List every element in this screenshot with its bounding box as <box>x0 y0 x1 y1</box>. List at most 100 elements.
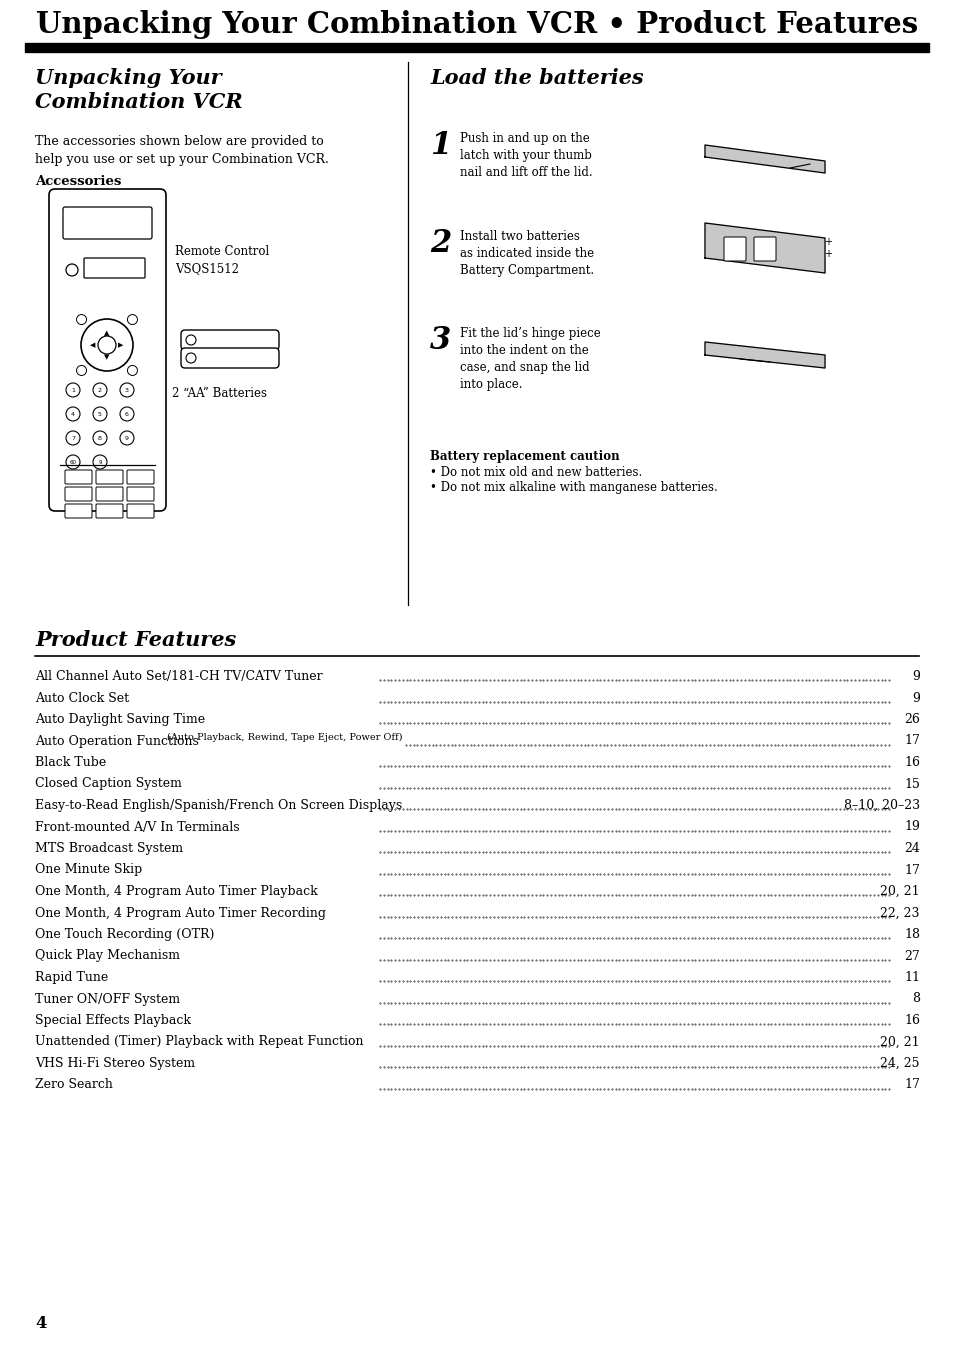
Text: Push in and up on the
latch with your thumb
nail and lift off the lid.: Push in and up on the latch with your th… <box>459 132 592 179</box>
Text: 1: 1 <box>430 130 451 161</box>
Text: One Month, 4 Program Auto Timer Recording: One Month, 4 Program Auto Timer Recordin… <box>35 907 326 919</box>
Text: One Touch Recording (OTR): One Touch Recording (OTR) <box>35 928 214 941</box>
Text: (Auto Playback, Rewind, Tape Eject, Power Off): (Auto Playback, Rewind, Tape Eject, Powe… <box>167 732 402 742</box>
Circle shape <box>120 407 133 420</box>
FancyBboxPatch shape <box>127 487 153 500</box>
Text: Load the batteries: Load the batteries <box>430 68 643 88</box>
FancyBboxPatch shape <box>84 258 145 278</box>
Text: Auto Daylight Saving Time: Auto Daylight Saving Time <box>35 713 205 725</box>
Text: 6: 6 <box>125 411 129 416</box>
Text: • Do not mix old and new batteries.: • Do not mix old and new batteries. <box>430 466 641 479</box>
FancyBboxPatch shape <box>96 471 123 484</box>
Circle shape <box>81 319 132 372</box>
Text: One Month, 4 Program Auto Timer Playback: One Month, 4 Program Auto Timer Playback <box>35 885 317 898</box>
Circle shape <box>66 382 80 397</box>
Text: 8–10, 20–23: 8–10, 20–23 <box>843 799 919 812</box>
Circle shape <box>92 382 107 397</box>
Circle shape <box>98 336 116 354</box>
Text: 15: 15 <box>903 777 919 791</box>
Text: 9: 9 <box>911 670 919 683</box>
Text: Front-mounted A/V In Terminals: Front-mounted A/V In Terminals <box>35 820 239 834</box>
Circle shape <box>92 456 107 469</box>
Bar <box>25 43 928 52</box>
Text: Unattended (Timer) Playback with Repeat Function: Unattended (Timer) Playback with Repeat … <box>35 1036 363 1048</box>
Text: 4: 4 <box>71 411 75 416</box>
Text: +
+: + + <box>823 237 831 259</box>
Text: 9: 9 <box>911 692 919 705</box>
FancyBboxPatch shape <box>65 487 91 500</box>
FancyBboxPatch shape <box>127 471 153 484</box>
Polygon shape <box>704 222 824 273</box>
Text: Quick Play Mechanism: Quick Play Mechanism <box>35 949 180 963</box>
Text: Auto Clock Set: Auto Clock Set <box>35 692 129 705</box>
Text: Rapid Tune: Rapid Tune <box>35 971 108 984</box>
FancyBboxPatch shape <box>181 348 278 367</box>
Text: 9: 9 <box>125 435 129 441</box>
Circle shape <box>186 353 195 363</box>
FancyBboxPatch shape <box>127 504 153 518</box>
Text: 19: 19 <box>903 820 919 834</box>
Text: Tuner ON/OFF System: Tuner ON/OFF System <box>35 993 180 1006</box>
Text: Unpacking Your
Combination VCR: Unpacking Your Combination VCR <box>35 68 242 113</box>
Text: Install two batteries
as indicated inside the
Battery Compartment.: Install two batteries as indicated insid… <box>459 231 594 277</box>
Text: 18: 18 <box>903 928 919 941</box>
Text: 24, 25: 24, 25 <box>880 1056 919 1070</box>
Text: 16: 16 <box>903 1014 919 1026</box>
Text: 60: 60 <box>70 460 76 465</box>
Text: Closed Caption System: Closed Caption System <box>35 777 182 791</box>
Text: 17: 17 <box>903 1078 919 1092</box>
Text: One Minute Skip: One Minute Skip <box>35 864 142 876</box>
Circle shape <box>66 407 80 420</box>
Circle shape <box>92 407 107 420</box>
Text: MTS Broadcast System: MTS Broadcast System <box>35 842 183 856</box>
Text: 2: 2 <box>98 388 102 392</box>
Text: Battery replacement caution: Battery replacement caution <box>430 450 619 462</box>
Text: Special Effects Playback: Special Effects Playback <box>35 1014 191 1026</box>
FancyBboxPatch shape <box>65 504 91 518</box>
Text: VHS Hi-Fi Stereo System: VHS Hi-Fi Stereo System <box>35 1056 195 1070</box>
Text: Accessories: Accessories <box>35 175 121 188</box>
Text: 26: 26 <box>903 713 919 725</box>
Text: ▶: ▶ <box>118 342 124 348</box>
FancyBboxPatch shape <box>723 237 745 260</box>
Text: 8: 8 <box>911 993 919 1006</box>
FancyBboxPatch shape <box>753 237 775 260</box>
Text: Zero Search: Zero Search <box>35 1078 112 1092</box>
Text: 24: 24 <box>903 842 919 856</box>
Circle shape <box>92 431 107 445</box>
FancyBboxPatch shape <box>65 471 91 484</box>
Text: 2: 2 <box>430 228 451 259</box>
Text: Product Features: Product Features <box>35 631 236 650</box>
Text: ◀: ◀ <box>91 342 95 348</box>
Text: Auto Operation Functions: Auto Operation Functions <box>35 735 198 747</box>
Text: 17: 17 <box>903 735 919 747</box>
Polygon shape <box>704 342 824 367</box>
Circle shape <box>76 315 87 324</box>
Circle shape <box>66 264 78 277</box>
Text: 16: 16 <box>903 757 919 769</box>
Text: 1: 1 <box>71 388 75 392</box>
Text: Unpacking Your Combination VCR • Product Features: Unpacking Your Combination VCR • Product… <box>36 9 917 39</box>
FancyBboxPatch shape <box>63 207 152 239</box>
FancyBboxPatch shape <box>49 188 166 511</box>
Text: 27: 27 <box>903 949 919 963</box>
Text: 3: 3 <box>125 388 129 392</box>
Circle shape <box>120 382 133 397</box>
Text: ▲: ▲ <box>104 331 110 336</box>
Text: 22, 23: 22, 23 <box>880 907 919 919</box>
Text: 5: 5 <box>98 411 102 416</box>
Text: Remote Control
VSQS1512: Remote Control VSQS1512 <box>174 245 269 275</box>
Text: 9: 9 <box>98 460 102 465</box>
Polygon shape <box>704 145 824 174</box>
Circle shape <box>120 431 133 445</box>
Text: Fit the lid’s hinge piece
into the indent on the
case, and snap the lid
into pla: Fit the lid’s hinge piece into the inden… <box>459 327 600 391</box>
Text: 17: 17 <box>903 864 919 876</box>
Text: All Channel Auto Set/181-CH TV/CATV Tuner: All Channel Auto Set/181-CH TV/CATV Tune… <box>35 670 322 683</box>
Circle shape <box>76 366 87 376</box>
Circle shape <box>66 456 80 469</box>
Text: 4: 4 <box>35 1315 47 1332</box>
Text: 20, 21: 20, 21 <box>880 885 919 898</box>
Text: 8: 8 <box>98 435 102 441</box>
Circle shape <box>66 431 80 445</box>
Text: ▼: ▼ <box>104 354 110 359</box>
